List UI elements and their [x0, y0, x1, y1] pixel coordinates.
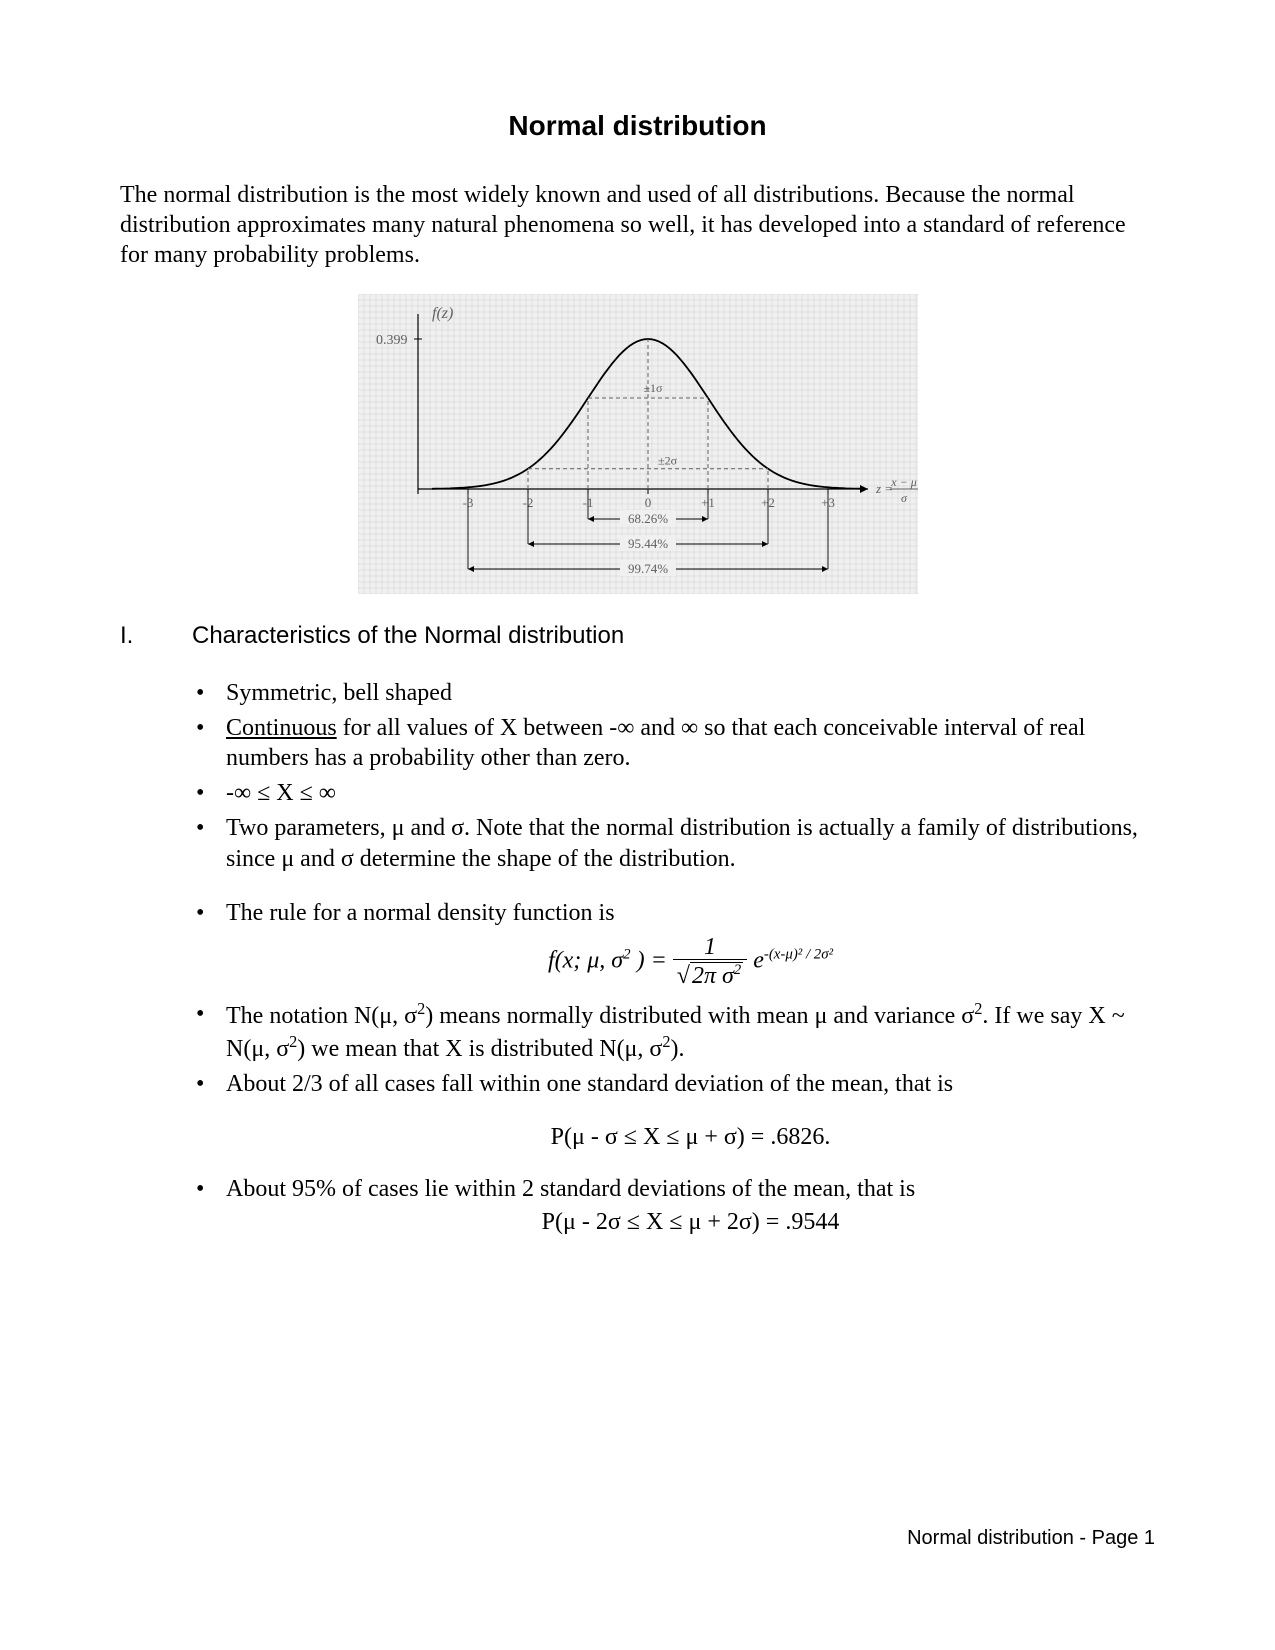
sup-2: 2 [662, 1032, 670, 1051]
formula-radicand: 2π σ [692, 963, 734, 989]
equation-68: P(μ - σ ≤ X ≤ μ + σ) = .6826. [226, 1122, 1155, 1153]
list-text: About 2/3 of all cases fall within one s… [226, 1071, 953, 1097]
formula-fraction: 1 √2π σ2 [673, 935, 747, 989]
section-title: Characteristics of the Normal distributi… [192, 622, 624, 650]
svg-text:f(z): f(z) [432, 305, 453, 322]
bell-curve-figure: f(z)0.399±1σ±2σ-3-2-10+1+2+368.26%95.44%… [358, 294, 918, 594]
formula-eq: ) = [631, 948, 673, 974]
svg-text:0.399: 0.399 [376, 333, 408, 348]
svg-text:68.26%: 68.26% [627, 511, 667, 526]
svg-text:±2σ: ±2σ [658, 454, 678, 468]
svg-text:99.74%: 99.74% [627, 561, 667, 576]
list-text: -∞ ≤ X ≤ ∞ [226, 780, 336, 806]
list-text: The notation N(μ, σ [226, 1003, 417, 1029]
page-footer: Normal distribution - Page 1 [907, 1527, 1155, 1550]
list-text: About 95% of cases lie within 2 standard… [226, 1176, 915, 1202]
list-text: ). [671, 1036, 685, 1062]
svg-text:95.44%: 95.44% [627, 536, 667, 551]
formula-e: e [753, 948, 764, 974]
formula-exponent: -(x-μ)² / 2σ² [764, 947, 833, 963]
formula-sqrt: √2π σ2 [677, 962, 743, 989]
svg-text:±1σ: ±1σ [643, 381, 663, 395]
list-text: Symmetric, bell shaped [226, 680, 452, 706]
page: Normal distribution The normal distribut… [0, 0, 1275, 1650]
density-formula: f(x; μ, σ2 ) = 1 √2π σ2 e-(x-μ)² / 2σ² [226, 935, 1155, 989]
list-item: About 2/3 of all cases fall within one s… [190, 1069, 1155, 1152]
svg-text:0: 0 [644, 495, 651, 510]
list-item: The rule for a normal density function i… [190, 898, 1155, 989]
equation-95: P(μ - 2σ ≤ X ≤ μ + 2σ) = .9544 [226, 1207, 1155, 1238]
list-item: Two parameters, μ and σ. Note that the n… [190, 813, 1155, 874]
list-item: Continuous for all values of X between -… [190, 713, 1155, 774]
intro-paragraph: The normal distribution is the most wide… [120, 180, 1155, 270]
formula-denominator: √2π σ2 [673, 960, 747, 989]
list-text: ) means normally distributed with mean μ… [425, 1003, 974, 1029]
list-item: The notation N(μ, σ 2 ) means normally dis… [190, 999, 1155, 1064]
section-heading: I. Characteristics of the Normal distrib… [120, 622, 1155, 650]
list-text: Two parameters, μ and σ. Note that the n… [226, 815, 1138, 872]
formula-sup: 2 [623, 947, 630, 963]
formula-sup: 2 [734, 962, 741, 978]
list-item: About 95% of cases lie within 2 standard… [190, 1174, 1155, 1237]
list-text: The rule for a normal density function i… [226, 900, 615, 926]
page-title: Normal distribution [120, 110, 1155, 142]
svg-text:x − μ: x − μ [890, 475, 916, 489]
formula-numerator: 1 [673, 935, 747, 960]
list-item: -∞ ≤ X ≤ ∞ [190, 778, 1155, 809]
list-text: for all values of X between -∞ and ∞ so … [226, 715, 1085, 772]
characteristics-list: Symmetric, bell shaped Continuous for al… [190, 678, 1155, 1238]
formula-lhs: f(x; μ, σ [548, 948, 623, 974]
list-text: ) we mean that X is distributed N(μ, σ [297, 1036, 662, 1062]
section-number: I. [120, 622, 192, 650]
list-text-underlined: Continuous [226, 715, 337, 741]
list-item: Symmetric, bell shaped [190, 678, 1155, 709]
